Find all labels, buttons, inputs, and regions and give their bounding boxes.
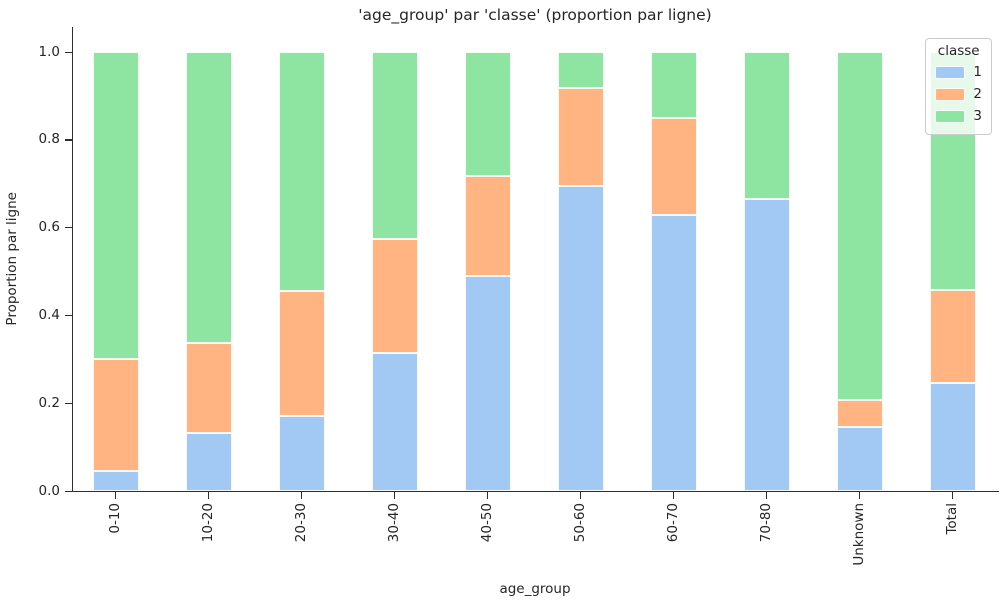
legend-swatch-class1-icon <box>935 65 966 79</box>
x-tick <box>393 492 395 499</box>
x-tick <box>207 492 209 499</box>
y-axis-label: Proportion par ligne <box>4 192 20 326</box>
bar-20-30 <box>279 52 325 491</box>
bar-segment-class1 <box>186 432 232 491</box>
bar-segment-class3 <box>93 52 139 359</box>
x-tick <box>300 492 302 499</box>
x-tick <box>951 492 953 499</box>
x-tick-label: 40-50 <box>479 503 495 543</box>
legend: classe 1 2 3 <box>925 38 992 135</box>
bar-segment-class2 <box>372 239 418 354</box>
x-tick <box>114 492 116 499</box>
legend-swatch-class2-icon <box>935 87 966 101</box>
y-tick-label: 0.0 <box>38 482 60 499</box>
bar-50-60 <box>558 52 604 491</box>
y-tick <box>65 51 72 53</box>
y-tick <box>65 227 72 229</box>
bar-segment-class3 <box>186 52 232 343</box>
legend-title: classe <box>937 43 980 59</box>
bar-segment-class3 <box>372 52 418 240</box>
bar-segment-class3 <box>651 52 697 119</box>
bar-segment-class3 <box>558 52 604 88</box>
y-tick-label: 0.8 <box>38 131 60 148</box>
bar-segment-class2 <box>837 399 883 427</box>
x-tick-label: 10-20 <box>200 503 216 543</box>
y-tick-label: 0.2 <box>38 394 60 411</box>
y-tick-label: 1.0 <box>38 43 60 60</box>
legend-entry-label: 1 <box>973 64 982 80</box>
y-axis-label-wrap: Proportion par ligne <box>2 27 22 491</box>
bar-40-50 <box>465 52 511 491</box>
x-tick-label: Unknown <box>851 503 867 566</box>
bar-segment-class2 <box>279 291 325 417</box>
bar-segment-class1 <box>837 426 883 491</box>
x-tick-label: 70-80 <box>758 503 774 543</box>
bar-segment-class3 <box>744 52 790 200</box>
y-tick <box>65 402 72 404</box>
y-tick <box>65 490 72 492</box>
legend-entry-label: 3 <box>973 108 982 124</box>
bar-segment-class1 <box>744 199 790 491</box>
bar-segment-class1 <box>279 416 325 491</box>
x-tick <box>672 492 674 499</box>
x-axis-label: age_group <box>499 581 571 597</box>
bar-segment-class1 <box>93 470 139 491</box>
bar-segment-class1 <box>930 383 976 491</box>
bar-segment-class1 <box>465 275 511 491</box>
x-tick-label: 30-40 <box>386 503 402 543</box>
legend-entry-class2: 2 <box>935 83 982 105</box>
bar-segment-class2 <box>651 118 697 215</box>
x-tick-label: 60-70 <box>665 503 681 543</box>
bar-segment-class2 <box>186 342 232 433</box>
bar-segment-class2 <box>465 175 511 276</box>
bar-segment-class1 <box>558 186 604 491</box>
bar-Unknown <box>837 52 883 491</box>
x-tick-label: Total <box>944 503 960 535</box>
legend-entry-class1: 1 <box>935 61 982 83</box>
x-tick <box>858 492 860 499</box>
bar-segment-class2 <box>558 87 604 187</box>
legend-entry-label: 2 <box>973 86 982 102</box>
bar-segment-class3 <box>837 52 883 400</box>
bar-10-20 <box>186 52 232 491</box>
x-tick <box>579 492 581 499</box>
bar-0-10 <box>93 52 139 491</box>
legend-swatch-class3-icon <box>935 109 966 123</box>
bar-30-40 <box>372 52 418 491</box>
bar-70-80 <box>744 52 790 491</box>
bar-segment-class2 <box>93 358 139 471</box>
axes <box>72 27 999 492</box>
x-tick-label: 20-30 <box>293 503 309 543</box>
x-tick-label: 0-10 <box>107 503 123 534</box>
y-tick <box>65 314 72 317</box>
chart-title: 'age_group' par 'classe' (proportion par… <box>358 6 712 24</box>
bar-segment-class3 <box>279 52 325 292</box>
y-tick <box>65 139 72 141</box>
x-tick-label: 50-60 <box>572 503 588 543</box>
bar-60-70 <box>651 52 697 491</box>
bar-segment-class1 <box>372 353 418 491</box>
x-tick <box>486 492 488 499</box>
y-tick-label: 0.4 <box>38 306 60 323</box>
bar-segment-class1 <box>651 214 697 491</box>
legend-entry-class3: 3 <box>935 105 982 127</box>
bar-segment-class2 <box>930 289 976 384</box>
bar-segment-class3 <box>465 52 511 176</box>
x-tick <box>765 492 767 499</box>
y-tick-label: 0.6 <box>38 219 60 236</box>
